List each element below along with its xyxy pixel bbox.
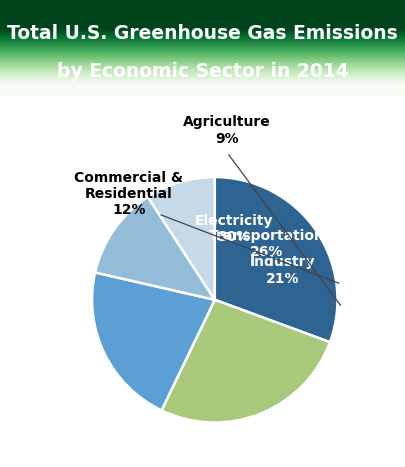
- Wedge shape: [162, 300, 330, 423]
- Text: Industry
21%: Industry 21%: [249, 255, 315, 285]
- Text: Transportation
26%: Transportation 26%: [209, 229, 324, 259]
- Wedge shape: [215, 177, 337, 342]
- Text: Total U.S. Greenhouse Gas Emissions: Total U.S. Greenhouse Gas Emissions: [7, 24, 398, 43]
- Wedge shape: [95, 197, 215, 300]
- Text: Agriculture
9%: Agriculture 9%: [183, 115, 271, 146]
- Wedge shape: [92, 272, 215, 410]
- Wedge shape: [148, 177, 215, 300]
- Text: Electricity
30%: Electricity 30%: [194, 213, 273, 244]
- Text: by Economic Sector in 2014: by Economic Sector in 2014: [57, 62, 348, 81]
- Text: Commercial &
Residential
12%: Commercial & Residential 12%: [75, 171, 183, 218]
